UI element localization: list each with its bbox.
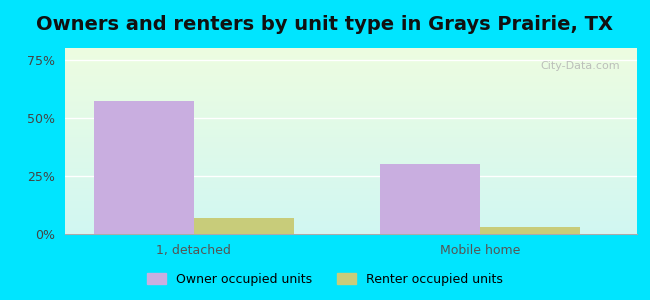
Bar: [194, 218, 294, 234]
Text: City-Data.com: City-Data.com: [540, 61, 620, 71]
Legend: Owner occupied units, Renter occupied units: Owner occupied units, Renter occupied un…: [142, 268, 508, 291]
Bar: [380, 164, 480, 234]
Text: Owners and renters by unit type in Grays Prairie, TX: Owners and renters by unit type in Grays…: [36, 15, 614, 34]
Bar: [94, 101, 194, 234]
Bar: [480, 227, 580, 234]
